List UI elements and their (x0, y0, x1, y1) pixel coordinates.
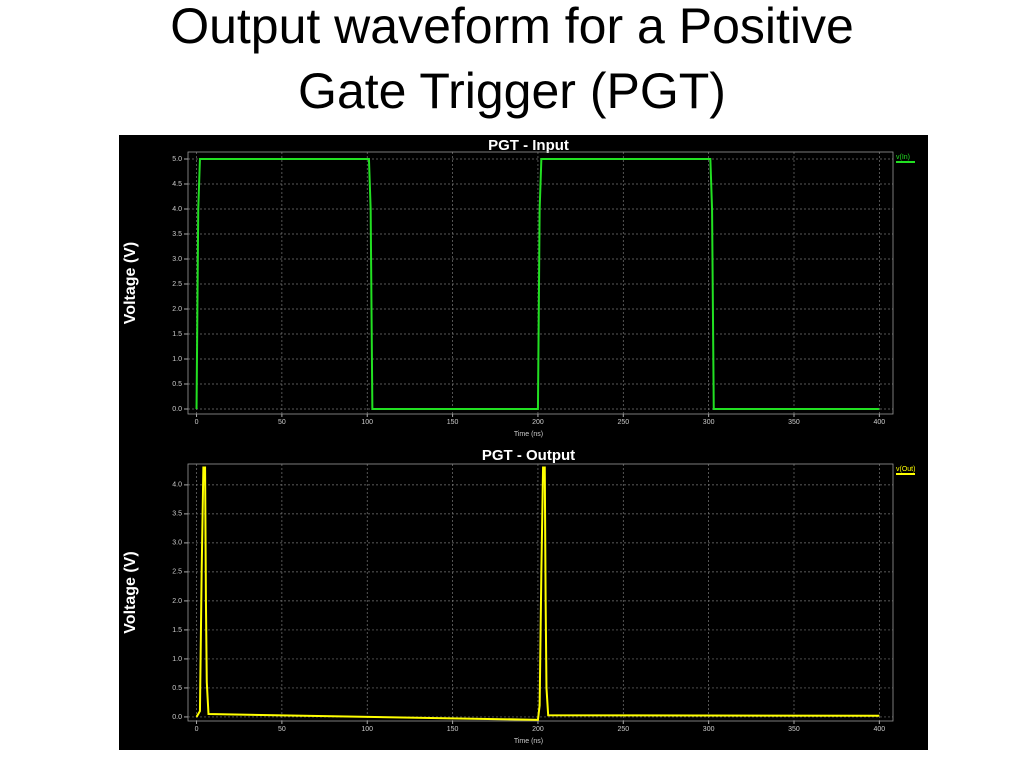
x-tick-label: 400 (874, 419, 886, 426)
x-tick-label: 250 (617, 419, 629, 426)
y-tick-label: 1.0 (172, 656, 182, 663)
x-tick-label: 0 (195, 726, 199, 733)
chart-title: PGT - Input (488, 137, 569, 154)
slide-title: Gate Trigger (PGT) (298, 63, 726, 119)
series-line (195, 466, 880, 721)
y-tick-label: 2.5 (172, 281, 182, 288)
x-tick-label: 150 (447, 419, 459, 426)
plot-panel (119, 135, 928, 750)
plot-frame (187, 151, 894, 415)
x-tick-label: 0 (195, 419, 199, 426)
y-tick-label: 3.0 (172, 256, 182, 263)
plot-frame (187, 463, 894, 722)
chart-title: PGT - Output (482, 447, 575, 464)
x-tick-label: 100 (361, 726, 373, 733)
slide-title: Output waveform for a Positive (170, 0, 854, 54)
y-tick-label: 4.0 (172, 206, 182, 213)
y-tick-label: 3.0 (172, 540, 182, 547)
y-tick-label: 5.0 (172, 156, 182, 163)
x-tick-label: 200 (532, 726, 544, 733)
x-tick-label: 400 (874, 726, 886, 733)
legend-label: v(In) (896, 154, 910, 161)
x-tick-label: 300 (703, 726, 715, 733)
x-tick-label: 50 (278, 726, 286, 733)
y-tick-label: 1.5 (172, 627, 182, 634)
x-tick-label: 100 (361, 419, 373, 426)
x-tick-label: 50 (278, 419, 286, 426)
y-tick-label: 1.0 (172, 356, 182, 363)
y-tick-label: 0.0 (172, 714, 182, 721)
y-tick-label: 2.0 (172, 306, 182, 313)
x-tick-label: 300 (703, 419, 715, 426)
y-tick-label: 2.0 (172, 598, 182, 605)
y-tick-label: 0.5 (172, 381, 182, 388)
x-tick-label: 150 (447, 726, 459, 733)
y-tick-label: 4.5 (172, 181, 182, 188)
y-tick-label: 4.0 (172, 482, 182, 489)
legend-label: v(Out) (896, 466, 915, 473)
x-tick-label: 250 (617, 726, 629, 733)
y-axis-label: Voltage (V) (122, 551, 139, 633)
x-tick-label: 200 (532, 419, 544, 426)
y-tick-label: 3.5 (172, 231, 182, 238)
x-tick-label: 350 (788, 726, 800, 733)
x-axis-label: Time (ns) (514, 738, 543, 745)
x-tick-label: 350 (788, 419, 800, 426)
y-tick-label: 0.5 (172, 685, 182, 692)
y-tick-label: 3.5 (172, 511, 182, 518)
y-tick-label: 0.0 (172, 406, 182, 413)
y-tick-label: 2.5 (172, 569, 182, 576)
series-line (195, 158, 880, 410)
y-tick-label: 1.5 (172, 331, 182, 338)
x-axis-label: Time (ns) (514, 431, 543, 438)
y-axis-label: Voltage (V) (122, 242, 139, 324)
